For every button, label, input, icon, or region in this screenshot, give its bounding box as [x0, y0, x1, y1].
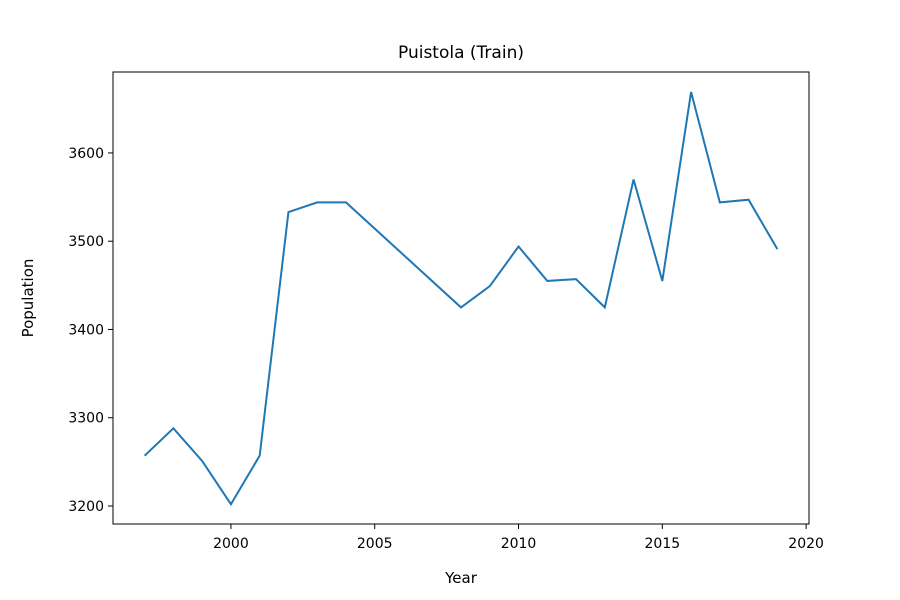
- plot-frame: [112, 71, 810, 525]
- data-line: [143, 91, 779, 507]
- y-tick-label: 3300: [68, 411, 104, 427]
- y-tick-label: 3400: [68, 322, 104, 338]
- x-axis-label: Year: [444, 569, 478, 587]
- x-tick-label: 2020: [788, 536, 824, 552]
- y-tick-label: 3500: [68, 234, 104, 250]
- x-tick-label: 2005: [357, 536, 393, 552]
- chart-title: Puistola (Train): [398, 43, 524, 63]
- x-tick-label: 2015: [645, 536, 681, 552]
- x-tick-label: 2010: [501, 536, 537, 552]
- y-tick-label: 3600: [68, 146, 104, 162]
- y-axis-label: Population: [19, 259, 37, 338]
- y-tick-label: 3200: [68, 499, 104, 515]
- x-tick-label: 2000: [213, 536, 249, 552]
